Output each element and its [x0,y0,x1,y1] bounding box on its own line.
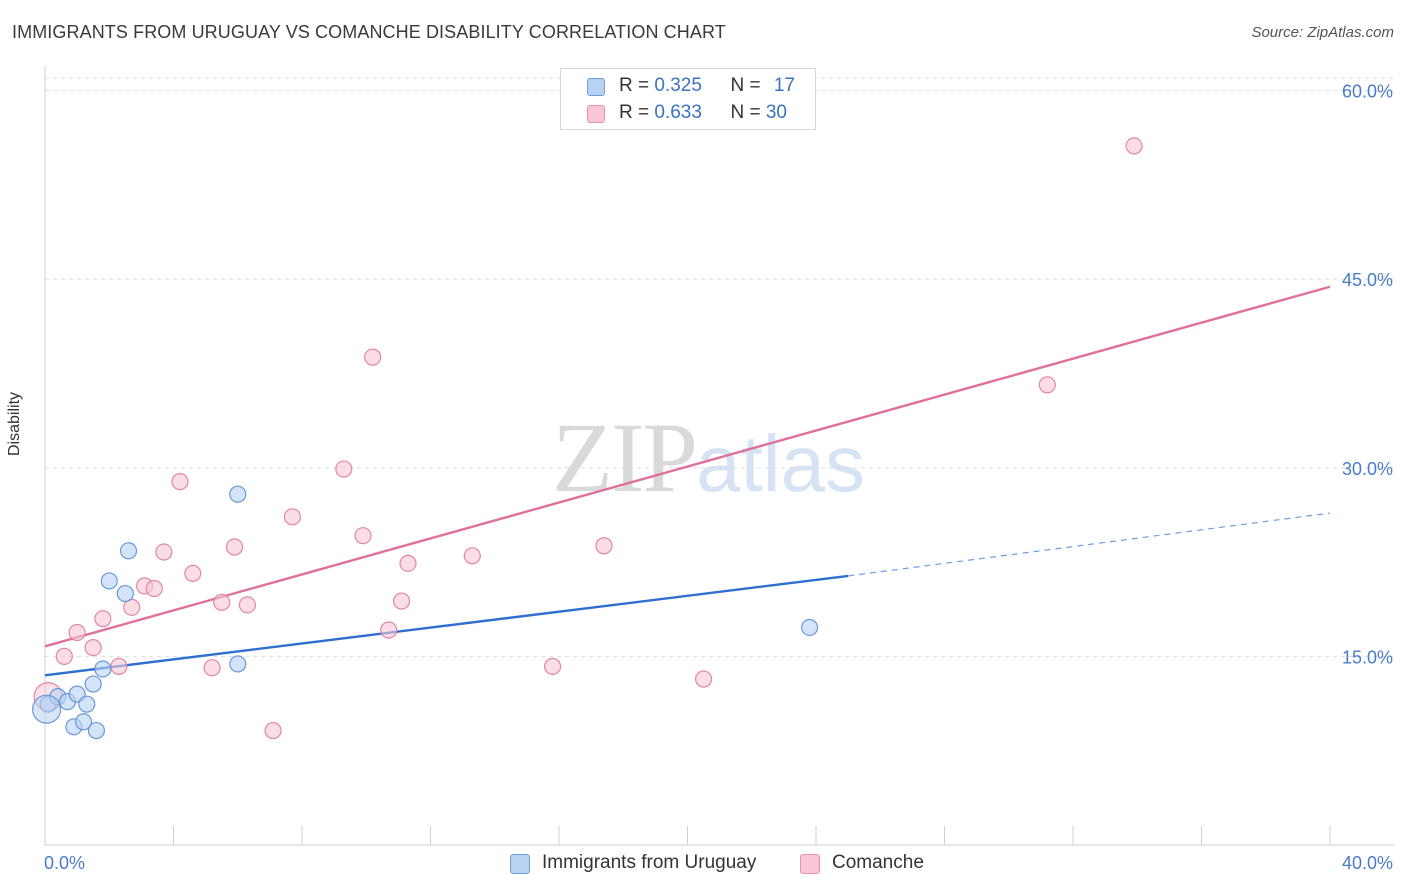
stat-n-value: 17 [773,75,795,96]
stat-r-label: R = [619,102,655,123]
data-point-comanche-15 [238,596,256,614]
data-point-comanche-8 [145,579,163,598]
data-point-comanche-5 [110,657,128,676]
y-tick-label-3: 60.0% [1342,82,1393,102]
data-point-uruguay-8 [87,721,106,740]
data-point-uruguay-13 [229,485,247,503]
trend-line-0 [44,574,849,677]
data-point-comanche-3 [84,638,102,657]
axes [44,66,1394,846]
stat-r-value: 0.325 [654,75,702,96]
legend-swatch-uruguay [510,854,530,874]
data-point-uruguay-6 [78,695,96,713]
data-point-comanche-12 [203,659,221,677]
legend-label-uruguay: Immigrants from Uruguay [542,852,757,873]
data-point-comanche-25 [543,657,562,676]
data-point-comanche-16 [264,721,282,740]
data-point-comanche-18 [335,460,353,478]
x-tick-label-0: 0.0% [44,853,85,873]
data-point-comanche-23 [399,554,417,572]
watermark-atlas: atlas [696,419,865,508]
legend-label-comanche: Comanche [832,852,924,873]
chart-title: IMMIGRANTS FROM URUGUAY VS COMANCHE DISA… [12,22,726,42]
data-point-comanche-1 [55,647,73,665]
data-point-uruguay-10 [100,572,118,590]
x-tick-label-1: 40.0% [1342,853,1393,873]
data-point-uruguay-14 [229,655,247,673]
data-point-comanche-29 [1125,137,1143,155]
data-point-comanche-21 [380,621,398,639]
watermark: ZIPatlas [552,400,865,515]
data-point-comanche-11 [184,564,202,583]
data-point-comanche-14 [225,538,244,556]
y-tick-label-2: 45.0% [1342,270,1393,290]
data-point-comanche-28 [1038,376,1056,394]
stat-n-label: N = [730,75,766,96]
stat-swatch-uruguay [587,78,605,96]
data-point-comanche-10 [171,473,189,491]
data-point-comanche-9 [155,543,173,561]
trend-lines [44,285,1331,677]
trend-line-1 [44,285,1331,648]
data-point-uruguay-11 [116,584,134,603]
stat-r-label: R = [619,75,655,96]
data-point-comanche-13 [213,593,231,611]
stat-r-value: 0.633 [654,102,702,123]
data-point-uruguay-5 [74,713,93,731]
legend-swatch-comanche [800,854,820,874]
stat-swatch-comanche [587,105,605,123]
data-point-comanche-6 [123,598,141,616]
data-point-comanche-24 [463,547,481,565]
data-point-uruguay-16 [32,694,62,724]
watermark-zip: ZIP [552,402,698,513]
data-point-comanche-27 [694,670,713,688]
tick-labels: 15.0% 30.0% 45.0% 60.0% 0.0% 40.0% [44,82,1393,873]
data-point-comanche-20 [364,348,382,366]
data-point-comanche-4 [94,610,112,628]
y-tick-label-0: 15.0% [1342,647,1393,667]
stat-n-value: 30 [765,102,787,123]
data-point-comanche-22 [392,592,411,610]
data-point-comanche-17 [283,508,301,526]
data-point-comanche-2 [68,623,86,642]
stat-n-label: N = [730,102,766,123]
trend-extension-0 [848,512,1331,577]
data-point-uruguay-7 [84,675,102,693]
correlation-stats-box: R = 0.325 N = 17 R = 0.633 N = 30 [560,68,816,130]
y-tick-label-1: 30.0% [1342,459,1393,479]
data-points [32,137,1143,740]
data-point-uruguay-15 [800,618,819,637]
data-point-comanche-26 [595,537,613,555]
data-point-uruguay-9 [94,660,112,678]
data-point-comanche-19 [354,527,372,545]
grid-lines [45,77,1394,657]
data-point-uruguay-12 [119,542,138,560]
source-credit: Source: ZipAtlas.com [1251,24,1394,41]
